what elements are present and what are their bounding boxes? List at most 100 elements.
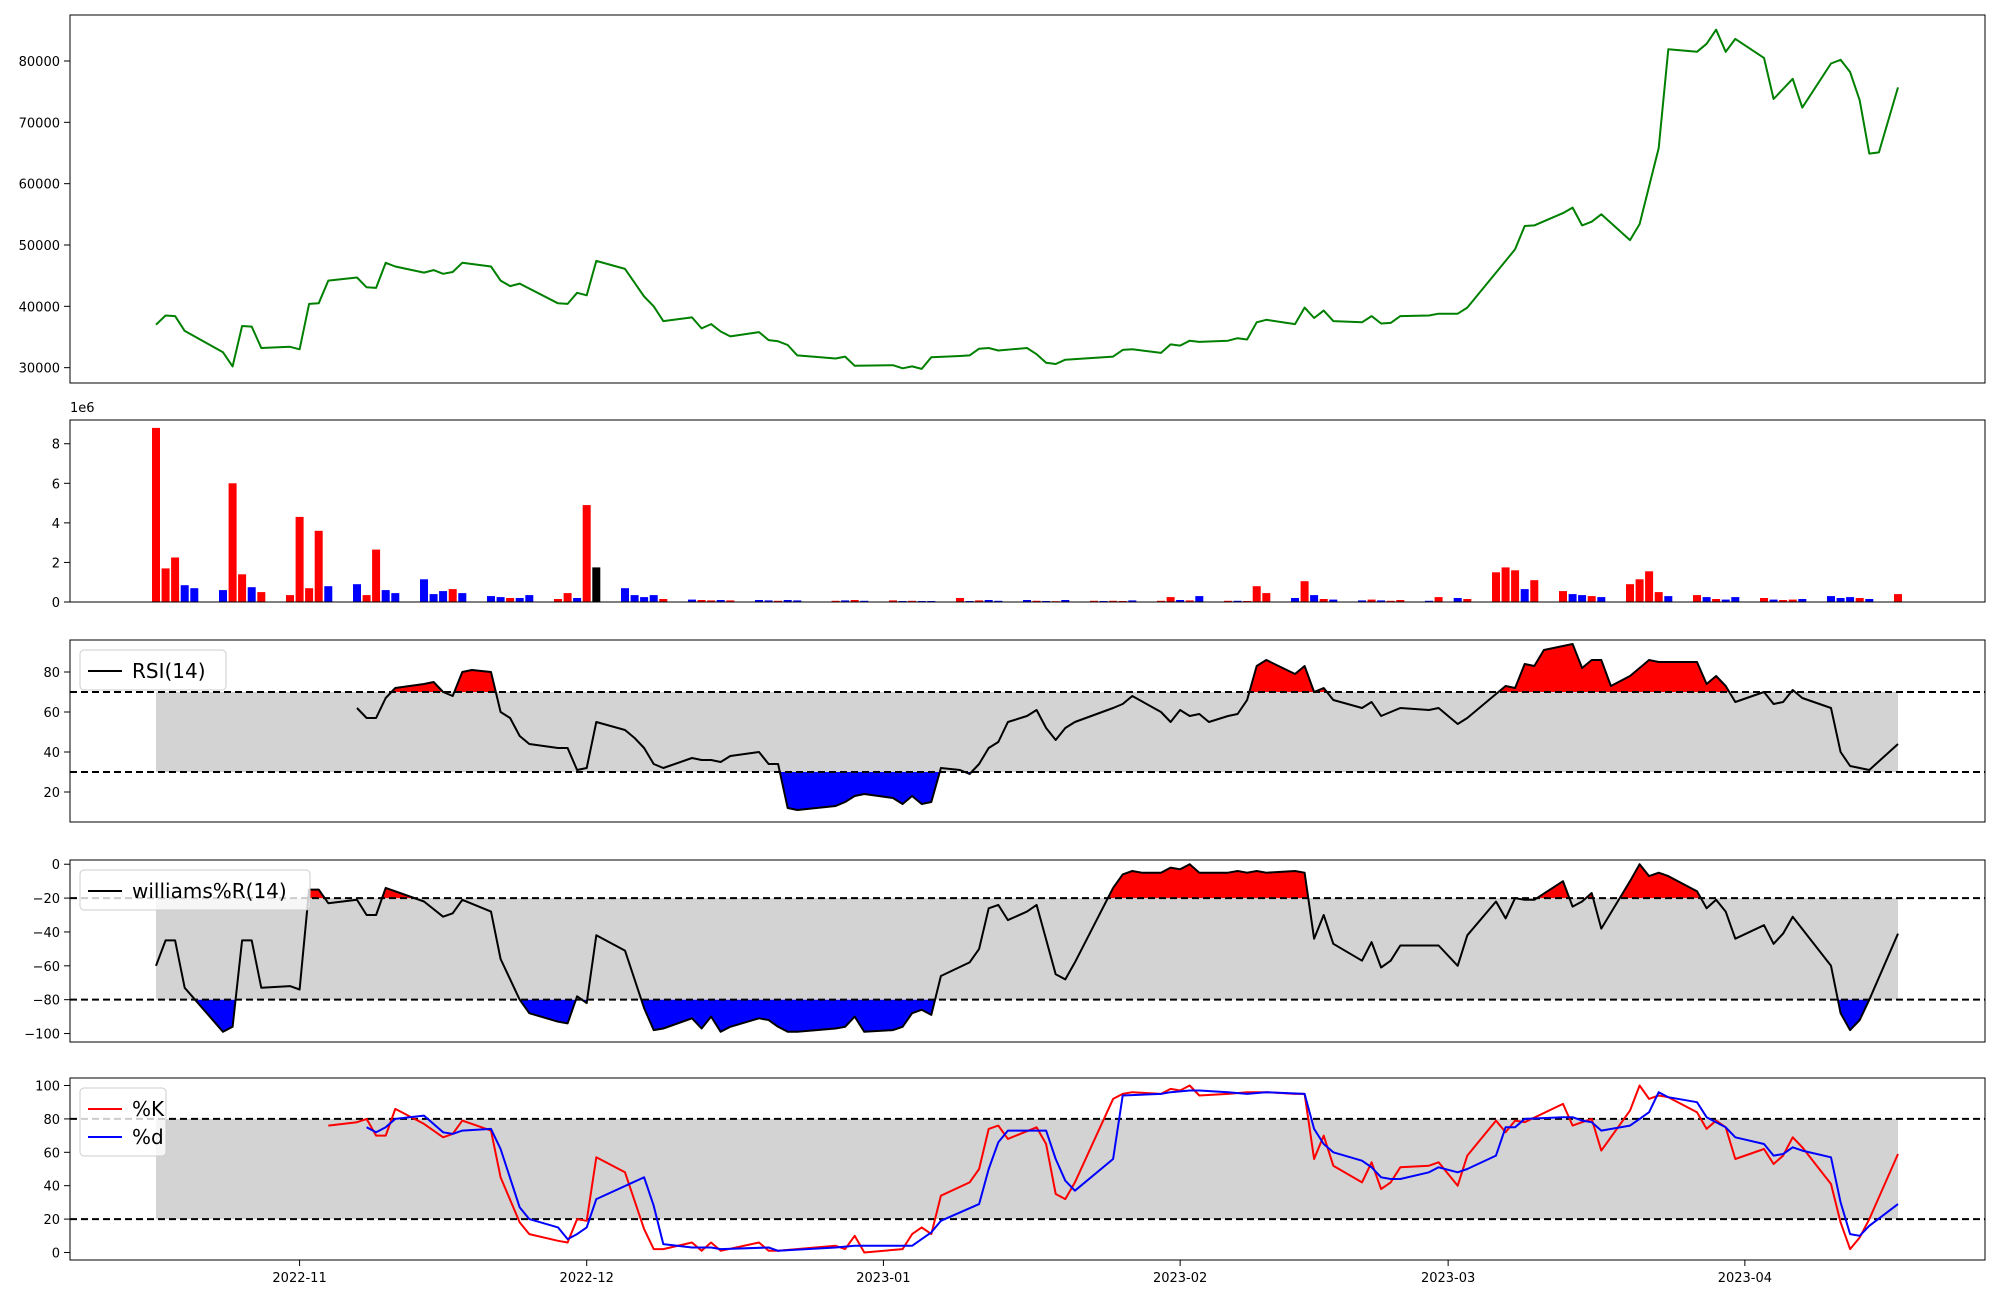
x-tick-label: 2023-03 (1421, 1271, 1475, 1286)
volume-bar (1894, 594, 1902, 602)
overbought-fill (454, 670, 496, 692)
volume-bar (420, 579, 428, 603)
volume-bar (1195, 596, 1204, 602)
overbought-fill (1619, 864, 1701, 899)
y-tick-label: 40 (43, 746, 60, 761)
volume-bar (381, 590, 390, 602)
volume-bar (1262, 593, 1271, 602)
legend-box (79, 1087, 167, 1157)
volume-bar (1300, 581, 1309, 602)
volume-bar (152, 427, 160, 602)
x-tick-label: 2023-04 (1718, 1271, 1772, 1286)
volume-bar (1721, 599, 1730, 602)
volume-bar (1865, 599, 1874, 602)
y-tick-label: 2 (52, 556, 60, 571)
axes-frame (69, 639, 1986, 823)
legend-label: RSI(14) (132, 659, 206, 683)
volume-bar (190, 588, 199, 602)
volume-bar (219, 590, 227, 602)
williams-panel: 0 −20 −40 −60 −80 −100 williams%R(14) (24, 858, 1986, 1043)
y-tick-label: 6 (52, 477, 60, 492)
volume-bar (707, 600, 716, 602)
volume-bar (1798, 599, 1807, 602)
volume-bar (1846, 597, 1855, 602)
volume-bar (1827, 596, 1835, 602)
axes-frame (69, 1077, 1986, 1261)
rsi-line (356, 643, 1899, 811)
volume-bar (1501, 567, 1510, 602)
x-tick-label: 2023-02 (1153, 1271, 1207, 1286)
volume-bar (1520, 589, 1529, 602)
y-tick-label: 30000 (19, 362, 60, 377)
volume-bar (391, 593, 400, 602)
volume-bar (1319, 599, 1328, 602)
volume-bar (1559, 591, 1567, 602)
volume-bar (1731, 597, 1740, 602)
volume-bar (774, 600, 783, 602)
volume-bar (1185, 600, 1194, 602)
volume-bar (180, 585, 189, 602)
volume-bar (1252, 586, 1261, 602)
volume-bar (994, 600, 1003, 602)
volume-bar (697, 600, 706, 602)
volume-bar (525, 595, 534, 602)
volume-bar (305, 588, 314, 602)
volume-bar (372, 549, 381, 602)
volume-bar (1425, 600, 1433, 602)
volume-bar (1463, 599, 1472, 602)
volume-bar (171, 557, 180, 602)
oversold-fill (519, 999, 576, 1024)
y-tick-label: −100 (24, 1028, 60, 1043)
stochastic-panel: 0 20 40 60 80 100 %K %d 2022-11 2022-12 2023-01 202… (35, 1077, 1986, 1286)
y-tick-label: −40 (33, 926, 60, 941)
volume-bar (1358, 600, 1366, 602)
axes-frame (69, 14, 1986, 384)
volume-bar (1645, 571, 1654, 602)
volume-bar (429, 594, 438, 602)
volume-bar (1224, 600, 1232, 602)
volume-bar (496, 597, 505, 602)
volume-bar (458, 593, 467, 602)
volume-bar (831, 600, 840, 602)
volume-bar (439, 591, 448, 602)
volume-bar (257, 592, 266, 602)
y-tick-label: 60000 (19, 178, 60, 193)
legend-label: %d (132, 1125, 164, 1149)
volume-bar (1788, 599, 1797, 602)
volume-bar (506, 598, 515, 602)
volume-bar (1434, 597, 1443, 602)
volume-bar (1511, 570, 1520, 602)
volume-bar (1769, 599, 1778, 602)
price-line (155, 28, 1899, 370)
volume-bar (716, 600, 725, 602)
volume-bar (1779, 600, 1788, 602)
volume-bar (1367, 599, 1376, 602)
volume-bar (448, 589, 457, 602)
volume-bar (1291, 598, 1299, 602)
y-tick-label: 60 (43, 1146, 60, 1161)
volume-bar (324, 586, 333, 602)
volume-bar (573, 598, 582, 602)
volume-panel: 0 2 4 6 8 1e6 (52, 401, 1986, 611)
volume-bar (1568, 594, 1577, 602)
y-tick-label: 80 (43, 1113, 60, 1128)
volume-bar (621, 588, 629, 602)
y-offset-label: 1e6 (70, 401, 95, 416)
williams-line (155, 863, 1899, 1033)
y-tick-label: 0 (52, 1246, 60, 1261)
volume-bar (362, 595, 371, 602)
neutral-band (156, 1118, 1898, 1220)
volume-bar (1032, 600, 1041, 602)
volume-bar (228, 483, 237, 602)
volume-bar (908, 600, 917, 602)
volume-bar (726, 600, 735, 602)
price-panel: 30000 40000 50000 60000 70000 80000 (19, 14, 1986, 384)
volume-bar (1176, 600, 1185, 602)
y-tick-label: 80000 (19, 55, 60, 70)
neutral-band (156, 898, 1898, 1000)
volume-bar (1530, 580, 1539, 602)
axes-frame (69, 419, 1986, 603)
oversold-fill (1837, 999, 1870, 1031)
volume-bar (295, 516, 304, 602)
